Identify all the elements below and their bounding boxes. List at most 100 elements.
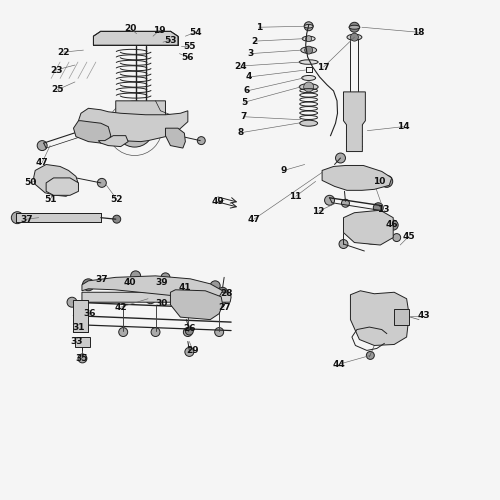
Text: 17: 17 xyxy=(318,62,330,72)
Ellipse shape xyxy=(299,84,318,90)
Text: 10: 10 xyxy=(373,177,386,186)
Ellipse shape xyxy=(302,36,315,41)
Circle shape xyxy=(130,271,140,281)
Circle shape xyxy=(179,296,194,311)
Circle shape xyxy=(113,215,120,223)
Polygon shape xyxy=(344,92,365,152)
Text: 39: 39 xyxy=(155,278,168,287)
Text: 33: 33 xyxy=(70,338,83,346)
Polygon shape xyxy=(82,292,231,302)
Text: 5: 5 xyxy=(241,98,247,107)
Circle shape xyxy=(306,36,312,42)
Circle shape xyxy=(366,352,374,360)
Text: 45: 45 xyxy=(403,232,415,240)
Text: 3: 3 xyxy=(248,49,254,58)
Circle shape xyxy=(218,288,228,297)
Circle shape xyxy=(151,328,160,336)
Text: 13: 13 xyxy=(377,204,390,214)
Polygon shape xyxy=(78,108,188,142)
Circle shape xyxy=(146,294,156,304)
Text: 19: 19 xyxy=(153,26,166,35)
Text: 55: 55 xyxy=(183,42,196,50)
Polygon shape xyxy=(98,136,128,146)
Polygon shape xyxy=(394,308,409,324)
Circle shape xyxy=(342,200,349,207)
Ellipse shape xyxy=(302,76,316,80)
Circle shape xyxy=(304,82,314,92)
Polygon shape xyxy=(82,276,222,300)
Text: 36: 36 xyxy=(84,309,96,318)
Text: 51: 51 xyxy=(44,195,56,204)
Text: 11: 11 xyxy=(290,192,302,201)
Text: 8: 8 xyxy=(238,128,244,137)
Text: 22: 22 xyxy=(58,48,70,56)
Text: 20: 20 xyxy=(124,24,137,33)
Circle shape xyxy=(67,297,77,307)
Text: 24: 24 xyxy=(234,62,248,70)
Text: 9: 9 xyxy=(280,166,287,175)
Polygon shape xyxy=(34,164,78,196)
Circle shape xyxy=(388,220,398,230)
Text: 29: 29 xyxy=(186,346,199,355)
Circle shape xyxy=(350,33,358,41)
Text: 18: 18 xyxy=(412,28,424,36)
Circle shape xyxy=(185,348,194,356)
Text: 14: 14 xyxy=(397,122,409,131)
Circle shape xyxy=(161,273,170,282)
Ellipse shape xyxy=(349,26,360,29)
Circle shape xyxy=(126,119,144,137)
Text: 27: 27 xyxy=(218,302,230,312)
Text: 37: 37 xyxy=(20,214,32,224)
Polygon shape xyxy=(322,166,392,190)
Polygon shape xyxy=(116,101,166,121)
Text: 12: 12 xyxy=(312,206,325,216)
Text: 31: 31 xyxy=(72,322,85,332)
Text: 52: 52 xyxy=(110,195,123,204)
Circle shape xyxy=(392,234,400,241)
Circle shape xyxy=(215,297,225,307)
Circle shape xyxy=(82,279,94,291)
Polygon shape xyxy=(74,300,88,332)
Circle shape xyxy=(357,214,386,244)
Text: 43: 43 xyxy=(418,311,430,320)
Circle shape xyxy=(374,203,384,212)
Circle shape xyxy=(78,354,87,363)
Circle shape xyxy=(304,46,312,54)
Circle shape xyxy=(339,240,348,248)
Text: 26: 26 xyxy=(183,324,196,333)
Ellipse shape xyxy=(299,60,318,64)
Text: 47: 47 xyxy=(248,214,260,224)
Text: 6: 6 xyxy=(244,86,250,96)
Circle shape xyxy=(214,328,224,336)
Circle shape xyxy=(184,328,192,336)
Text: 41: 41 xyxy=(179,283,192,292)
Circle shape xyxy=(374,308,395,330)
Circle shape xyxy=(327,170,337,180)
Text: 35: 35 xyxy=(76,354,88,363)
Text: 46: 46 xyxy=(386,220,398,228)
Text: 4: 4 xyxy=(246,72,252,82)
Text: 40: 40 xyxy=(124,278,136,287)
Text: 42: 42 xyxy=(114,302,127,312)
Circle shape xyxy=(350,22,360,32)
Text: 23: 23 xyxy=(50,66,62,74)
Polygon shape xyxy=(344,210,393,245)
Ellipse shape xyxy=(300,47,316,54)
Text: 28: 28 xyxy=(220,290,232,298)
Polygon shape xyxy=(75,337,90,347)
Polygon shape xyxy=(166,128,186,148)
Circle shape xyxy=(116,110,154,147)
Circle shape xyxy=(98,178,106,188)
Circle shape xyxy=(336,153,345,163)
Circle shape xyxy=(304,22,313,30)
Circle shape xyxy=(380,314,389,324)
Polygon shape xyxy=(46,178,78,196)
Circle shape xyxy=(38,174,50,186)
Polygon shape xyxy=(94,31,178,45)
Polygon shape xyxy=(16,213,101,222)
Text: 44: 44 xyxy=(332,360,345,369)
Circle shape xyxy=(186,327,194,335)
Ellipse shape xyxy=(347,34,362,40)
Text: 2: 2 xyxy=(251,36,257,46)
Ellipse shape xyxy=(300,120,318,126)
